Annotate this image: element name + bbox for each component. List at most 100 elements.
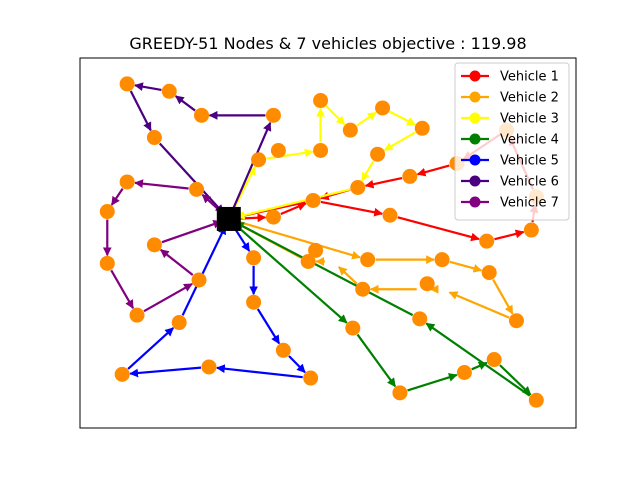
customer-node	[486, 352, 502, 368]
route-segment-vehicle-3	[235, 188, 351, 220]
legend-marker-vehicle-1	[469, 70, 481, 82]
route-segment-vehicle-4	[425, 322, 531, 397]
customer-node	[355, 281, 371, 297]
route-segment-vehicle-3	[356, 111, 377, 127]
route-segment-vehicle-5	[256, 308, 281, 345]
depot-marker	[216, 206, 241, 231]
customer-node	[360, 252, 376, 268]
customer-node	[171, 315, 187, 331]
customer-node	[265, 209, 281, 225]
customer-node	[508, 313, 524, 329]
customer-node	[265, 107, 281, 123]
customer-node	[275, 342, 291, 358]
route-segment-vehicle-7	[110, 269, 135, 309]
customer-node	[350, 180, 366, 195]
customer-node	[370, 146, 386, 162]
route-segment-vehicle-1	[364, 176, 403, 189]
route-segment-vehicle-3	[383, 131, 416, 152]
customer-node	[412, 311, 428, 327]
route-segment-vehicle-2	[448, 291, 510, 319]
depot-layer	[216, 206, 241, 231]
route-segment-vehicle-4	[356, 333, 397, 388]
customer-node	[419, 276, 435, 292]
route-segment-vehicle-7	[159, 248, 194, 276]
customer-node	[481, 265, 497, 281]
customer-node	[191, 272, 207, 288]
route-segment-vehicle-6	[158, 142, 225, 214]
customer-node	[114, 366, 130, 382]
route-segment-vehicle-2	[449, 260, 483, 273]
route-segment-vehicle-1	[320, 200, 384, 217]
route-segment-vehicle-3	[360, 160, 375, 182]
route-segment-vehicle-1	[494, 229, 525, 241]
customer-node	[303, 370, 319, 386]
customer-node	[161, 83, 177, 99]
route-segment-vehicle-4	[234, 223, 348, 324]
customer-node	[414, 120, 430, 136]
customer-node	[246, 250, 262, 266]
route-segment-vehicle-1	[416, 164, 450, 177]
legend-label-vehicle-1: Vehicle 1	[500, 70, 559, 85]
route-segment-vehicle-3	[266, 148, 314, 160]
customer-node	[246, 294, 262, 310]
route-segment-vehicle-7	[110, 187, 124, 206]
customer-node	[99, 204, 115, 220]
customer-node	[251, 152, 267, 168]
customer-node	[392, 385, 408, 401]
nodes-layer	[99, 76, 544, 408]
legend: Vehicle 1 Vehicle 2 Vehicle 3 Vehicle 4 Vehi…	[454, 62, 570, 221]
customer-node	[194, 107, 210, 123]
route-segment-vehicle-4	[235, 221, 414, 317]
route-segment-vehicle-2	[492, 279, 514, 315]
customer-node	[523, 222, 539, 238]
customer-node	[528, 392, 544, 408]
customer-node	[434, 252, 450, 268]
customer-node	[305, 192, 321, 208]
route-segment-vehicle-6	[230, 121, 272, 213]
legend-label-vehicle-5: Vehicle 5	[500, 154, 559, 169]
legend-marker-vehicle-3	[469, 112, 481, 124]
customer-node	[146, 237, 162, 253]
legend-marker-vehicle-7	[469, 196, 481, 208]
customer-node	[382, 207, 398, 223]
route-segment-vehicle-7	[134, 179, 189, 190]
legend-label-vehicle-4: Vehicle 4	[500, 133, 559, 148]
route-segment-vehicle-6	[174, 95, 196, 112]
customer-node	[375, 100, 391, 116]
chart-title: GREEDY-51 Nodes & 7 vehicles objective :…	[129, 34, 526, 53]
route-segment-vehicle-4	[499, 364, 532, 396]
customer-node	[308, 242, 324, 258]
route-segment-vehicle-5	[129, 366, 202, 378]
customer-node	[456, 365, 472, 380]
route-segment-vehicle-2	[236, 220, 361, 260]
route-segment-vehicle-5	[288, 355, 306, 374]
customer-node	[270, 143, 286, 158]
route-segment-vehicle-6	[134, 82, 162, 92]
route-segment-vehicle-2	[338, 266, 358, 285]
legend-marker-vehicle-2	[469, 91, 481, 103]
customer-node	[300, 254, 316, 269]
route-segment-vehicle-5	[181, 225, 227, 316]
legend-label-vehicle-3: Vehicle 3	[500, 112, 559, 127]
customer-node	[313, 143, 329, 158]
customer-node	[146, 130, 162, 146]
route-segment-vehicle-5	[127, 327, 175, 370]
plot-frame	[79, 57, 577, 429]
route-segment-vehicle-4	[407, 373, 458, 392]
customer-node	[479, 233, 495, 249]
customer-node	[119, 76, 135, 92]
customer-node	[201, 359, 217, 375]
route-segment-vehicle-1	[397, 216, 480, 242]
legend-marker-vehicle-4	[469, 133, 481, 145]
route-segment-vehicle-7	[143, 282, 193, 313]
legend-marker-vehicle-5	[469, 154, 481, 166]
route-segment-vehicle-5	[216, 364, 303, 379]
customer-node	[342, 122, 358, 138]
customer-node	[99, 255, 115, 271]
legend-label-vehicle-6: Vehicle 6	[500, 175, 559, 190]
route-segment-vehicle-1	[236, 213, 267, 223]
route-segment-vehicle-6	[129, 90, 152, 132]
customer-node	[129, 307, 145, 323]
route-segment-vehicle-7	[161, 220, 223, 244]
